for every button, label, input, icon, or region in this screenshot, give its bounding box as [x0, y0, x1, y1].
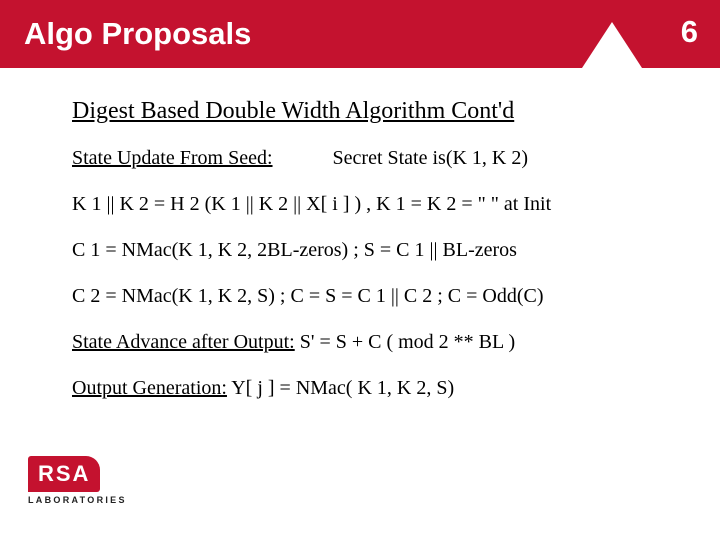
output-gen-rest: Y[ j ] = NMac( K 1, K 2, S)	[227, 377, 454, 399]
state-advance-rest: S' = S + C ( mod 2 ** BL )	[295, 331, 515, 353]
subtitle: Digest Based Double Width Algorithm Cont…	[72, 98, 660, 125]
c1-row: C 1 = NMac(K 1, K 2, 2BL-zeros) ; S = C …	[72, 237, 660, 263]
triangle-decor	[582, 22, 642, 68]
state-update-row: State Update From Seed: Secret State is(…	[72, 145, 660, 171]
secret-state-text: Secret State is(K 1, K 2)	[333, 145, 529, 171]
slide-title: Algo Proposals	[24, 16, 251, 52]
rsa-logo-subtext: LABORATORIES	[28, 495, 138, 505]
slide: Algo Proposals 6 Digest Based Double Wid…	[0, 0, 720, 540]
page-number: 6	[681, 14, 698, 50]
state-advance-row: State Advance after Output: S' = S + C (…	[72, 329, 660, 355]
state-advance-label: State Advance after Output:	[72, 331, 295, 353]
k1k2-row: K 1 || K 2 = H 2 (K 1 || K 2 || X[ i ] )…	[72, 191, 660, 217]
slide-header: Algo Proposals 6	[0, 0, 720, 68]
c2-row: C 2 = NMac(K 1, K 2, S) ; C = S = C 1 ||…	[72, 283, 660, 309]
rsa-logo-text: RSA	[28, 456, 100, 492]
rsa-logo: RSA LABORATORIES	[28, 456, 138, 512]
slide-body: Digest Based Double Width Algorithm Cont…	[0, 68, 720, 401]
output-gen-label: Output Generation:	[72, 377, 227, 399]
output-gen-row: Output Generation: Y[ j ] = NMac( K 1, K…	[72, 375, 660, 401]
state-update-label: State Update From Seed:	[72, 147, 273, 169]
